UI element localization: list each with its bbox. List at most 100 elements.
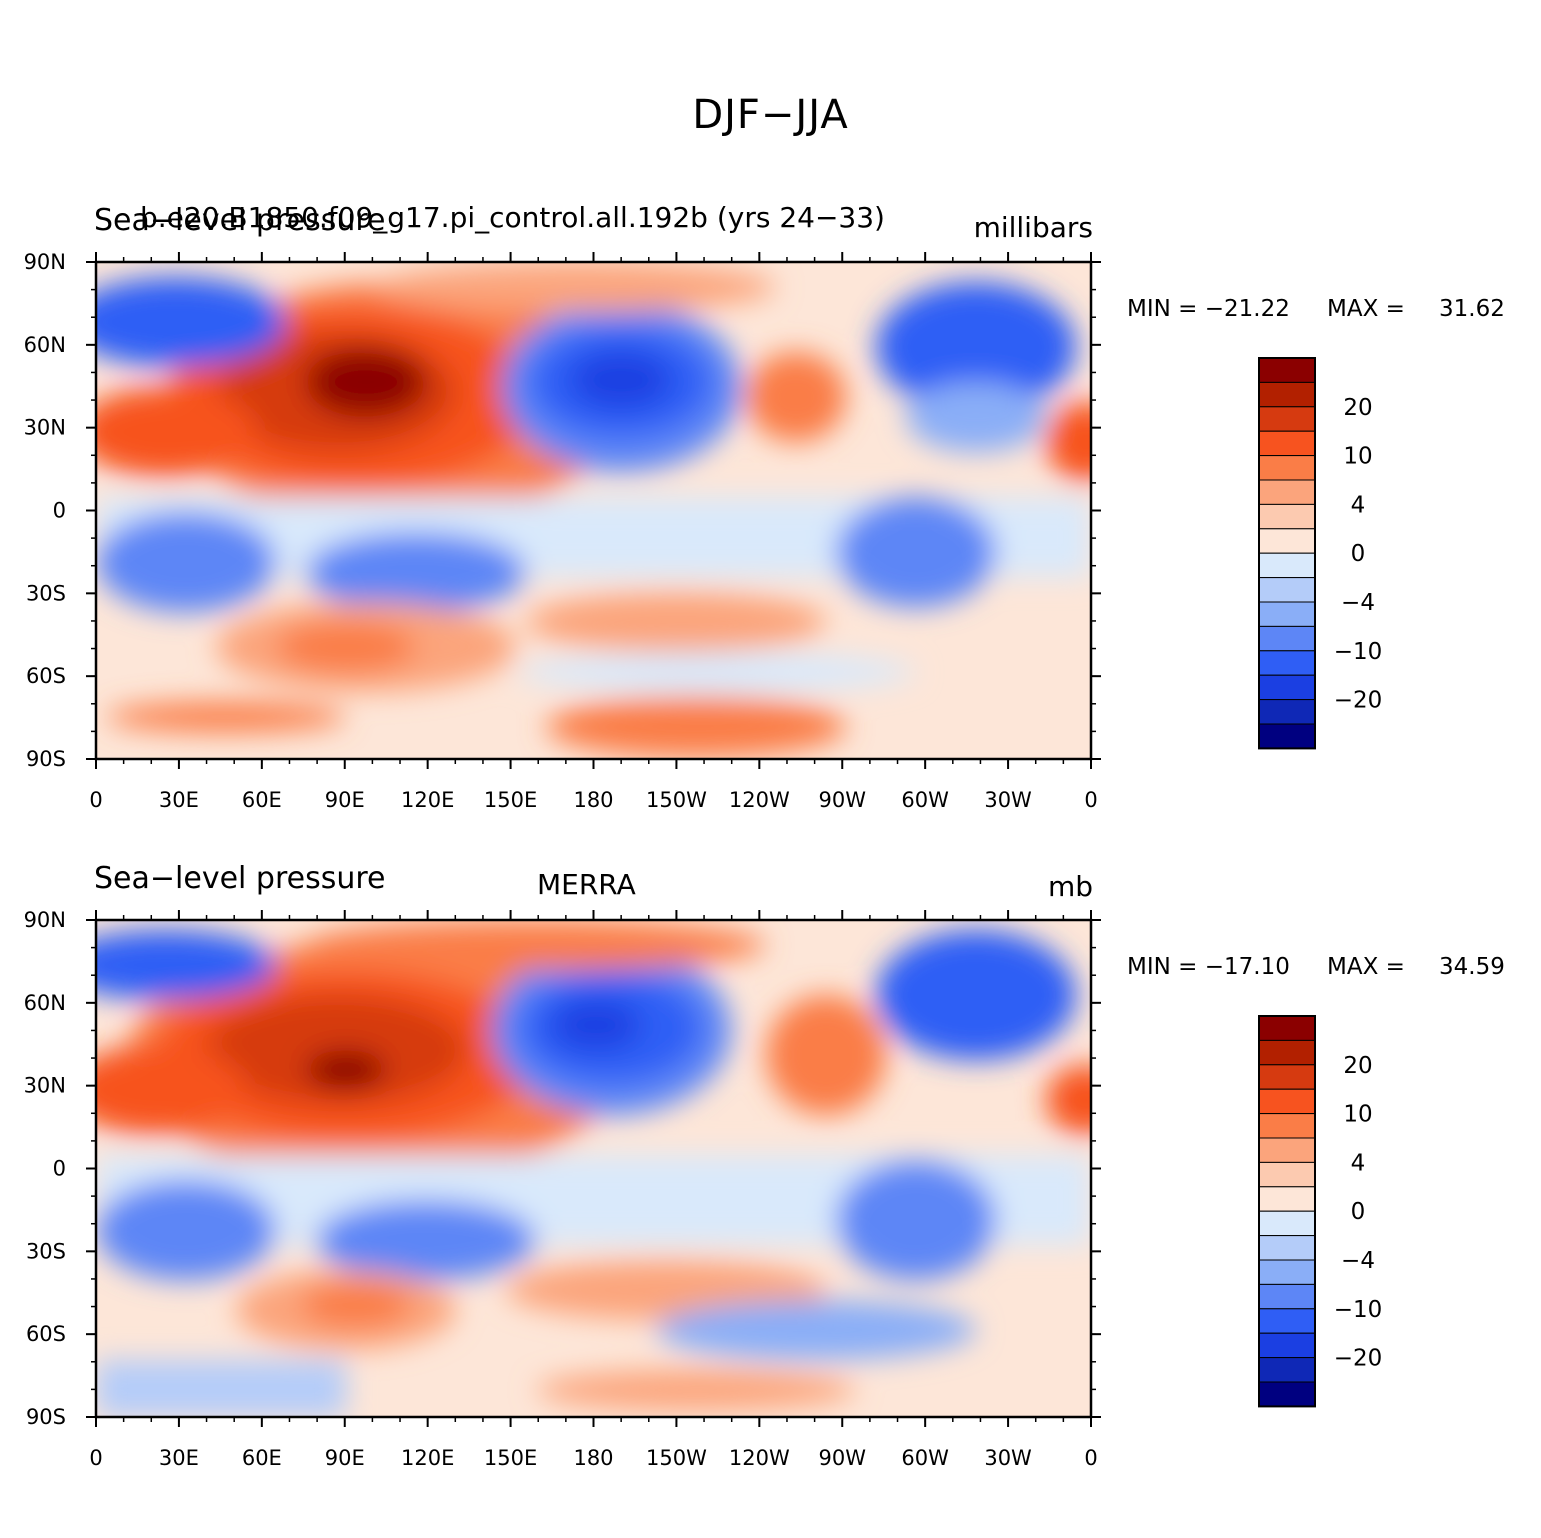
colorbar-1: 20 10 4 0 −4 −10 −20 <box>1258 357 1383 750</box>
colorbar-swatch <box>1258 1064 1316 1090</box>
colorbar-swatch <box>1258 1113 1316 1139</box>
panel-1-axes: 90N 60N 30N 0 30S 60S 90S 0 30E 60E 90E 120E 150E 180… <box>24 250 1101 812</box>
colorbar-swatch <box>1258 1308 1316 1334</box>
lon-label: 120E <box>401 788 454 812</box>
colorbar-frame <box>1258 357 1316 750</box>
colorbar-label: 20 <box>1343 395 1372 421</box>
colorbar-swatch <box>1258 1235 1316 1261</box>
panel-1-min-label: MIN = −21.22 <box>1127 296 1290 322</box>
lon-label: 0 <box>89 1446 102 1470</box>
lon-label: 60W <box>901 788 949 812</box>
colorbar-label: −20 <box>1334 1346 1383 1372</box>
colorbar-label: 0 <box>1351 1199 1366 1225</box>
colorbar-label: 0 <box>1351 541 1366 567</box>
lon-label: 120E <box>401 1446 454 1470</box>
lon-label: 0 <box>89 788 102 812</box>
panel-2-map <box>96 920 1091 1417</box>
colorbar-label: −4 <box>1341 590 1375 616</box>
colorbar-label: 10 <box>1343 1102 1372 1128</box>
colorbar-label: 4 <box>1351 1150 1366 1176</box>
colorbar-label: −20 <box>1334 688 1383 714</box>
colorbar-swatch <box>1258 1381 1316 1407</box>
colorbar-swatch <box>1258 381 1316 408</box>
lon-label: 0 <box>1084 1446 1097 1470</box>
colorbar-swatch <box>1258 625 1316 652</box>
lon-label: 120W <box>729 1446 790 1470</box>
lon-label: 60E <box>242 1446 282 1470</box>
lat-label: 30N <box>24 1074 66 1098</box>
lat-label: 90N <box>24 908 66 932</box>
lon-label: 60E <box>242 788 282 812</box>
lon-label: 90W <box>819 788 867 812</box>
lon-label: 30E <box>159 1446 199 1470</box>
colorbar-swatch <box>1258 1161 1316 1188</box>
panel-2-max-value: 34.59 <box>1439 954 1505 980</box>
colorbar-swatch <box>1258 503 1316 530</box>
colorbar-swatch <box>1258 723 1316 749</box>
lon-label: 150E <box>484 788 537 812</box>
colorbar-label: 4 <box>1351 492 1366 518</box>
colorbar-swatch <box>1258 1357 1316 1383</box>
lon-label: 180 <box>573 1446 613 1470</box>
colorbar-swatch <box>1258 577 1316 603</box>
lat-label: 60S <box>26 664 66 688</box>
colorbar-label: −4 <box>1341 1248 1375 1274</box>
panel-2-min-label: MIN = −17.10 <box>1127 954 1290 980</box>
colorbar-label: −10 <box>1334 1297 1383 1323</box>
colorbar-label: −10 <box>1334 639 1383 665</box>
lon-label: 120W <box>729 788 790 812</box>
colorbar-swatch <box>1258 528 1316 554</box>
lat-label: 90S <box>26 747 66 771</box>
colorbar-swatch <box>1258 1259 1316 1285</box>
lat-label: 30S <box>26 581 66 605</box>
panel-1-units: millibars <box>973 211 1093 244</box>
lat-label: 0 <box>53 499 66 523</box>
panel-2-axes: 90N 60N 30N 0 30S 60S 90S 0 30E 60E 90E 120E 150E 180… <box>24 908 1101 1470</box>
colorbar-swatch <box>1258 1039 1316 1066</box>
lat-label: 0 <box>53 1157 66 1181</box>
lon-label: 30W <box>984 788 1032 812</box>
colorbar-swatch <box>1258 1137 1316 1163</box>
lon-label: 60W <box>901 1446 949 1470</box>
colorbar-swatch <box>1258 1283 1316 1310</box>
colorbar-label: 20 <box>1343 1053 1372 1079</box>
colorbar-frame <box>1258 1015 1316 1408</box>
lon-label: 90W <box>819 1446 867 1470</box>
colorbar-swatch <box>1258 1088 1316 1115</box>
colorbar-swatch <box>1258 1015 1316 1041</box>
lat-label: 90S <box>26 1405 66 1429</box>
panel-1-left-title: Sea−level pressure <box>94 203 386 238</box>
lon-label: 0 <box>1084 788 1097 812</box>
panel-1-max-value: 31.62 <box>1439 296 1505 322</box>
colorbar-swatch <box>1258 674 1316 701</box>
colorbar-swatch <box>1258 1210 1316 1237</box>
colorbar-swatch <box>1258 406 1316 432</box>
colorbar-swatch <box>1258 1186 1316 1212</box>
panel-1-center-title: b.e20.B1850.f09_g17.pi_control.all.192b … <box>140 201 885 234</box>
lon-label: 30W <box>984 1446 1032 1470</box>
panel-2-left-title: Sea−level pressure <box>94 861 386 896</box>
lat-label: 60N <box>24 991 66 1015</box>
lon-label: 90E <box>325 788 365 812</box>
lon-label: 90E <box>325 1446 365 1470</box>
colorbar-label: 10 <box>1343 444 1372 470</box>
panel-1-max-label: MAX = <box>1327 296 1405 322</box>
colorbar-2: 20 10 4 0 −4 −10 −20 <box>1258 1015 1383 1408</box>
panel-2-max-label: MAX = <box>1327 954 1405 980</box>
lon-label: 30E <box>159 788 199 812</box>
colorbar-swatch <box>1258 601 1316 627</box>
lon-label: 150E <box>484 1446 537 1470</box>
colorbar-swatch <box>1258 479 1316 505</box>
colorbar-swatch <box>1258 1332 1316 1359</box>
lon-label: 180 <box>573 788 613 812</box>
panel-2-units: mb <box>1047 870 1093 903</box>
colorbar-swatch <box>1258 430 1316 457</box>
colorbar-swatch <box>1258 650 1316 676</box>
lat-label: 30N <box>24 416 66 440</box>
colorbar-swatch <box>1258 455 1316 481</box>
lon-label: 150W <box>646 1446 707 1470</box>
colorbar-swatch <box>1258 699 1316 725</box>
lon-label: 150W <box>646 788 707 812</box>
lat-label: 90N <box>24 250 66 274</box>
